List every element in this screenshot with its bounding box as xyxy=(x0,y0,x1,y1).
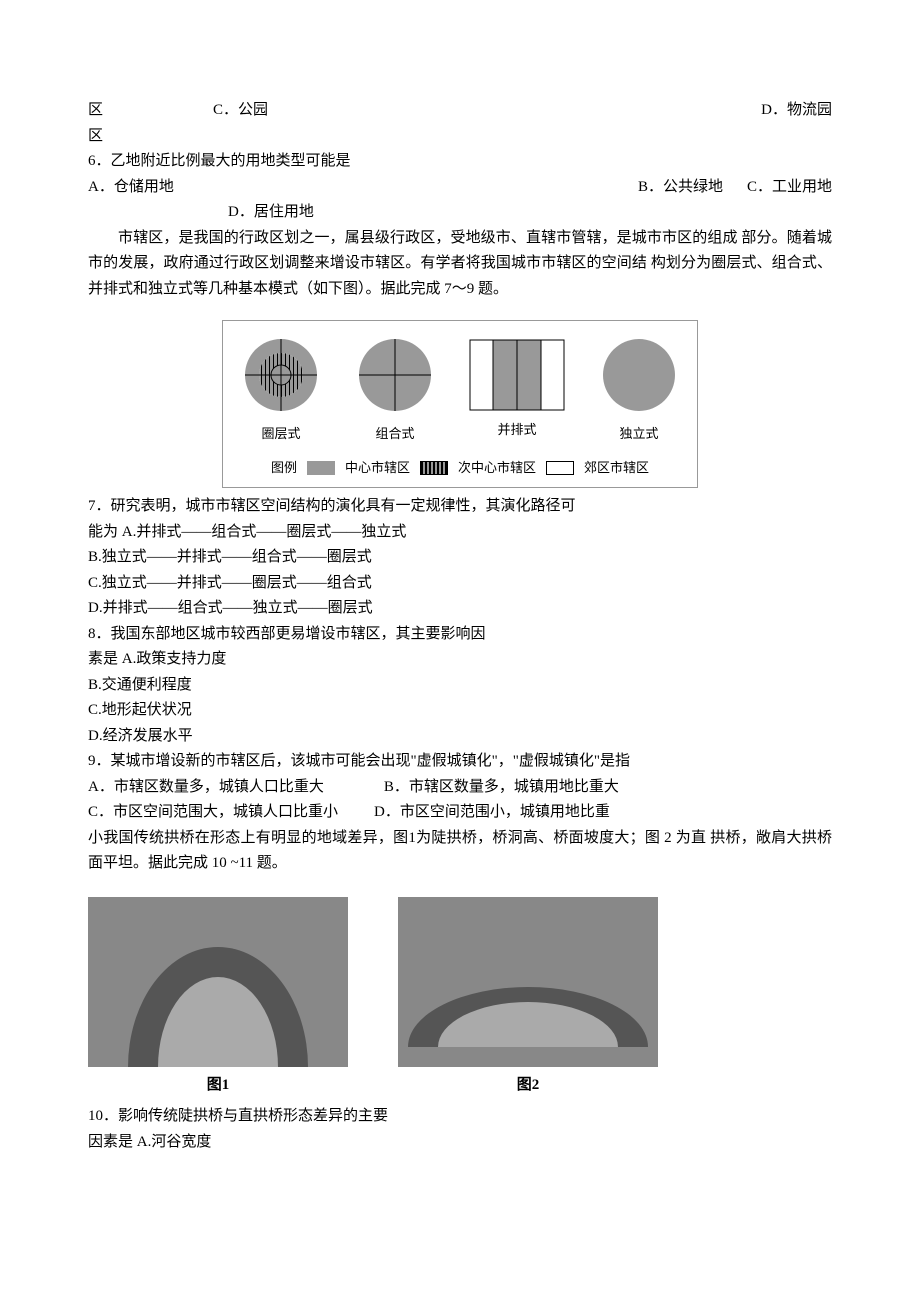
diagram-legend: 图例 中心市辖区 次中心市辖区 郊区市辖区 xyxy=(241,457,679,479)
q9-d: D．市区空间范围小，城镇用地比重 xyxy=(374,800,610,826)
ring-label: 圈层式 xyxy=(261,423,300,445)
q5-options-tail: 区 C．公园 D．物流园 xyxy=(88,98,832,124)
q8-d: D.经济发展水平 xyxy=(88,724,832,750)
q8-c: C.地形起伏状况 xyxy=(88,698,832,724)
bridge-photo-2 xyxy=(398,897,658,1067)
combo-label: 组合式 xyxy=(375,423,414,445)
q6-a: A．仓储用地 xyxy=(88,175,174,201)
q5-d-tail-row: 区 xyxy=(88,124,832,150)
q9-row1: A．市辖区数量多，城镇人口比重大 B．市辖区数量多，城镇用地比重大 xyxy=(88,775,832,801)
q9-c: C．市区空间范围大，城镇人口比重小 xyxy=(88,800,338,826)
q9-a: A．市辖区数量多，城镇人口比重大 xyxy=(88,775,324,801)
q7-c: C.独立式——并排式——圈层式——组合式 xyxy=(88,571,832,597)
combo-shape xyxy=(355,335,435,415)
q7-b: B.独立式——并排式——组合式——圈层式 xyxy=(88,545,832,571)
q9-stem: 9．某城市增设新的市辖区后，该城市可能会出现"虚假城镇化"，"虚假城镇化"是指 xyxy=(88,749,832,775)
q6-d: D．居住用地 xyxy=(228,200,314,226)
bridge-photo-1 xyxy=(88,897,348,1067)
q8-stem: 8．我国东部地区城市较西部更易增设市辖区，其主要影响因 xyxy=(88,622,832,648)
row-shape xyxy=(469,339,565,411)
ring-shape xyxy=(241,335,321,415)
q7-stem2: 能为 A.并排式——组合式——圈层式——独立式 xyxy=(88,520,832,546)
q9-row2: C．市区空间范围大，城镇人口比重小 D．市区空间范围小，城镇用地比重 xyxy=(88,800,832,826)
q5-d-tail: 区 xyxy=(88,124,103,150)
q10-stem: 10．影响传统陡拱桥与直拱桥形态差异的主要 xyxy=(88,1104,832,1130)
q5-d: D．物流园 xyxy=(761,98,832,124)
districts-diagram: 圈层式 组合式 并排式 xyxy=(88,320,832,488)
q6-stem: 6．乙地附近比例最大的用地类型可能是 xyxy=(88,149,832,175)
q7-d: D.并排式——组合式——独立式——圈层式 xyxy=(88,596,832,622)
bridge-photos: 图1 图2 xyxy=(88,897,832,1099)
q7-stem: 7．研究表明，城市市辖区空间结构的演化具有一定规律性，其演化路径可 xyxy=(88,494,832,520)
passage-10-11: 小我国传统拱桥在形态上有明显的地域差异，图1为陡拱桥，桥洞高、桥面坡度大；图 2… xyxy=(88,826,832,877)
swatch-center xyxy=(307,461,335,475)
q8-b: B.交通便利程度 xyxy=(88,673,832,699)
legend-sub: 次中心市辖区 xyxy=(458,457,536,479)
legend-title: 图例 xyxy=(271,457,297,479)
q8-stem2: 素是 A.政策支持力度 xyxy=(88,647,832,673)
q6-c: C．工业用地 xyxy=(747,175,832,201)
legend-center: 中心市辖区 xyxy=(345,457,410,479)
legend-suburb: 郊区市辖区 xyxy=(584,457,649,479)
q6-options-row1: A．仓储用地 B．公共绿地 C．工业用地 xyxy=(88,175,832,201)
q5-c: C．公园 xyxy=(213,98,268,124)
indep-label: 独立式 xyxy=(619,423,658,445)
q9-b: B．市辖区数量多，城镇用地比重大 xyxy=(384,775,619,801)
swatch-sub xyxy=(420,461,448,475)
passage-7-9: 市辖区，是我国的行政区划之一，属县级行政区，受地级市、直辖市管辖，是城市市区的组… xyxy=(88,226,832,303)
swatch-suburb xyxy=(546,461,574,475)
q6-b: B．公共绿地 xyxy=(638,175,723,201)
q5-a-tail: 区 xyxy=(88,98,103,124)
row-label: 并排式 xyxy=(497,419,536,441)
q6-options-row2: D．居住用地 xyxy=(228,200,832,226)
photo2-caption: 图2 xyxy=(517,1073,540,1099)
photo1-caption: 图1 xyxy=(207,1073,230,1099)
indep-shape xyxy=(599,335,679,415)
q10-stem2: 因素是 A.河谷宽度 xyxy=(88,1130,832,1156)
